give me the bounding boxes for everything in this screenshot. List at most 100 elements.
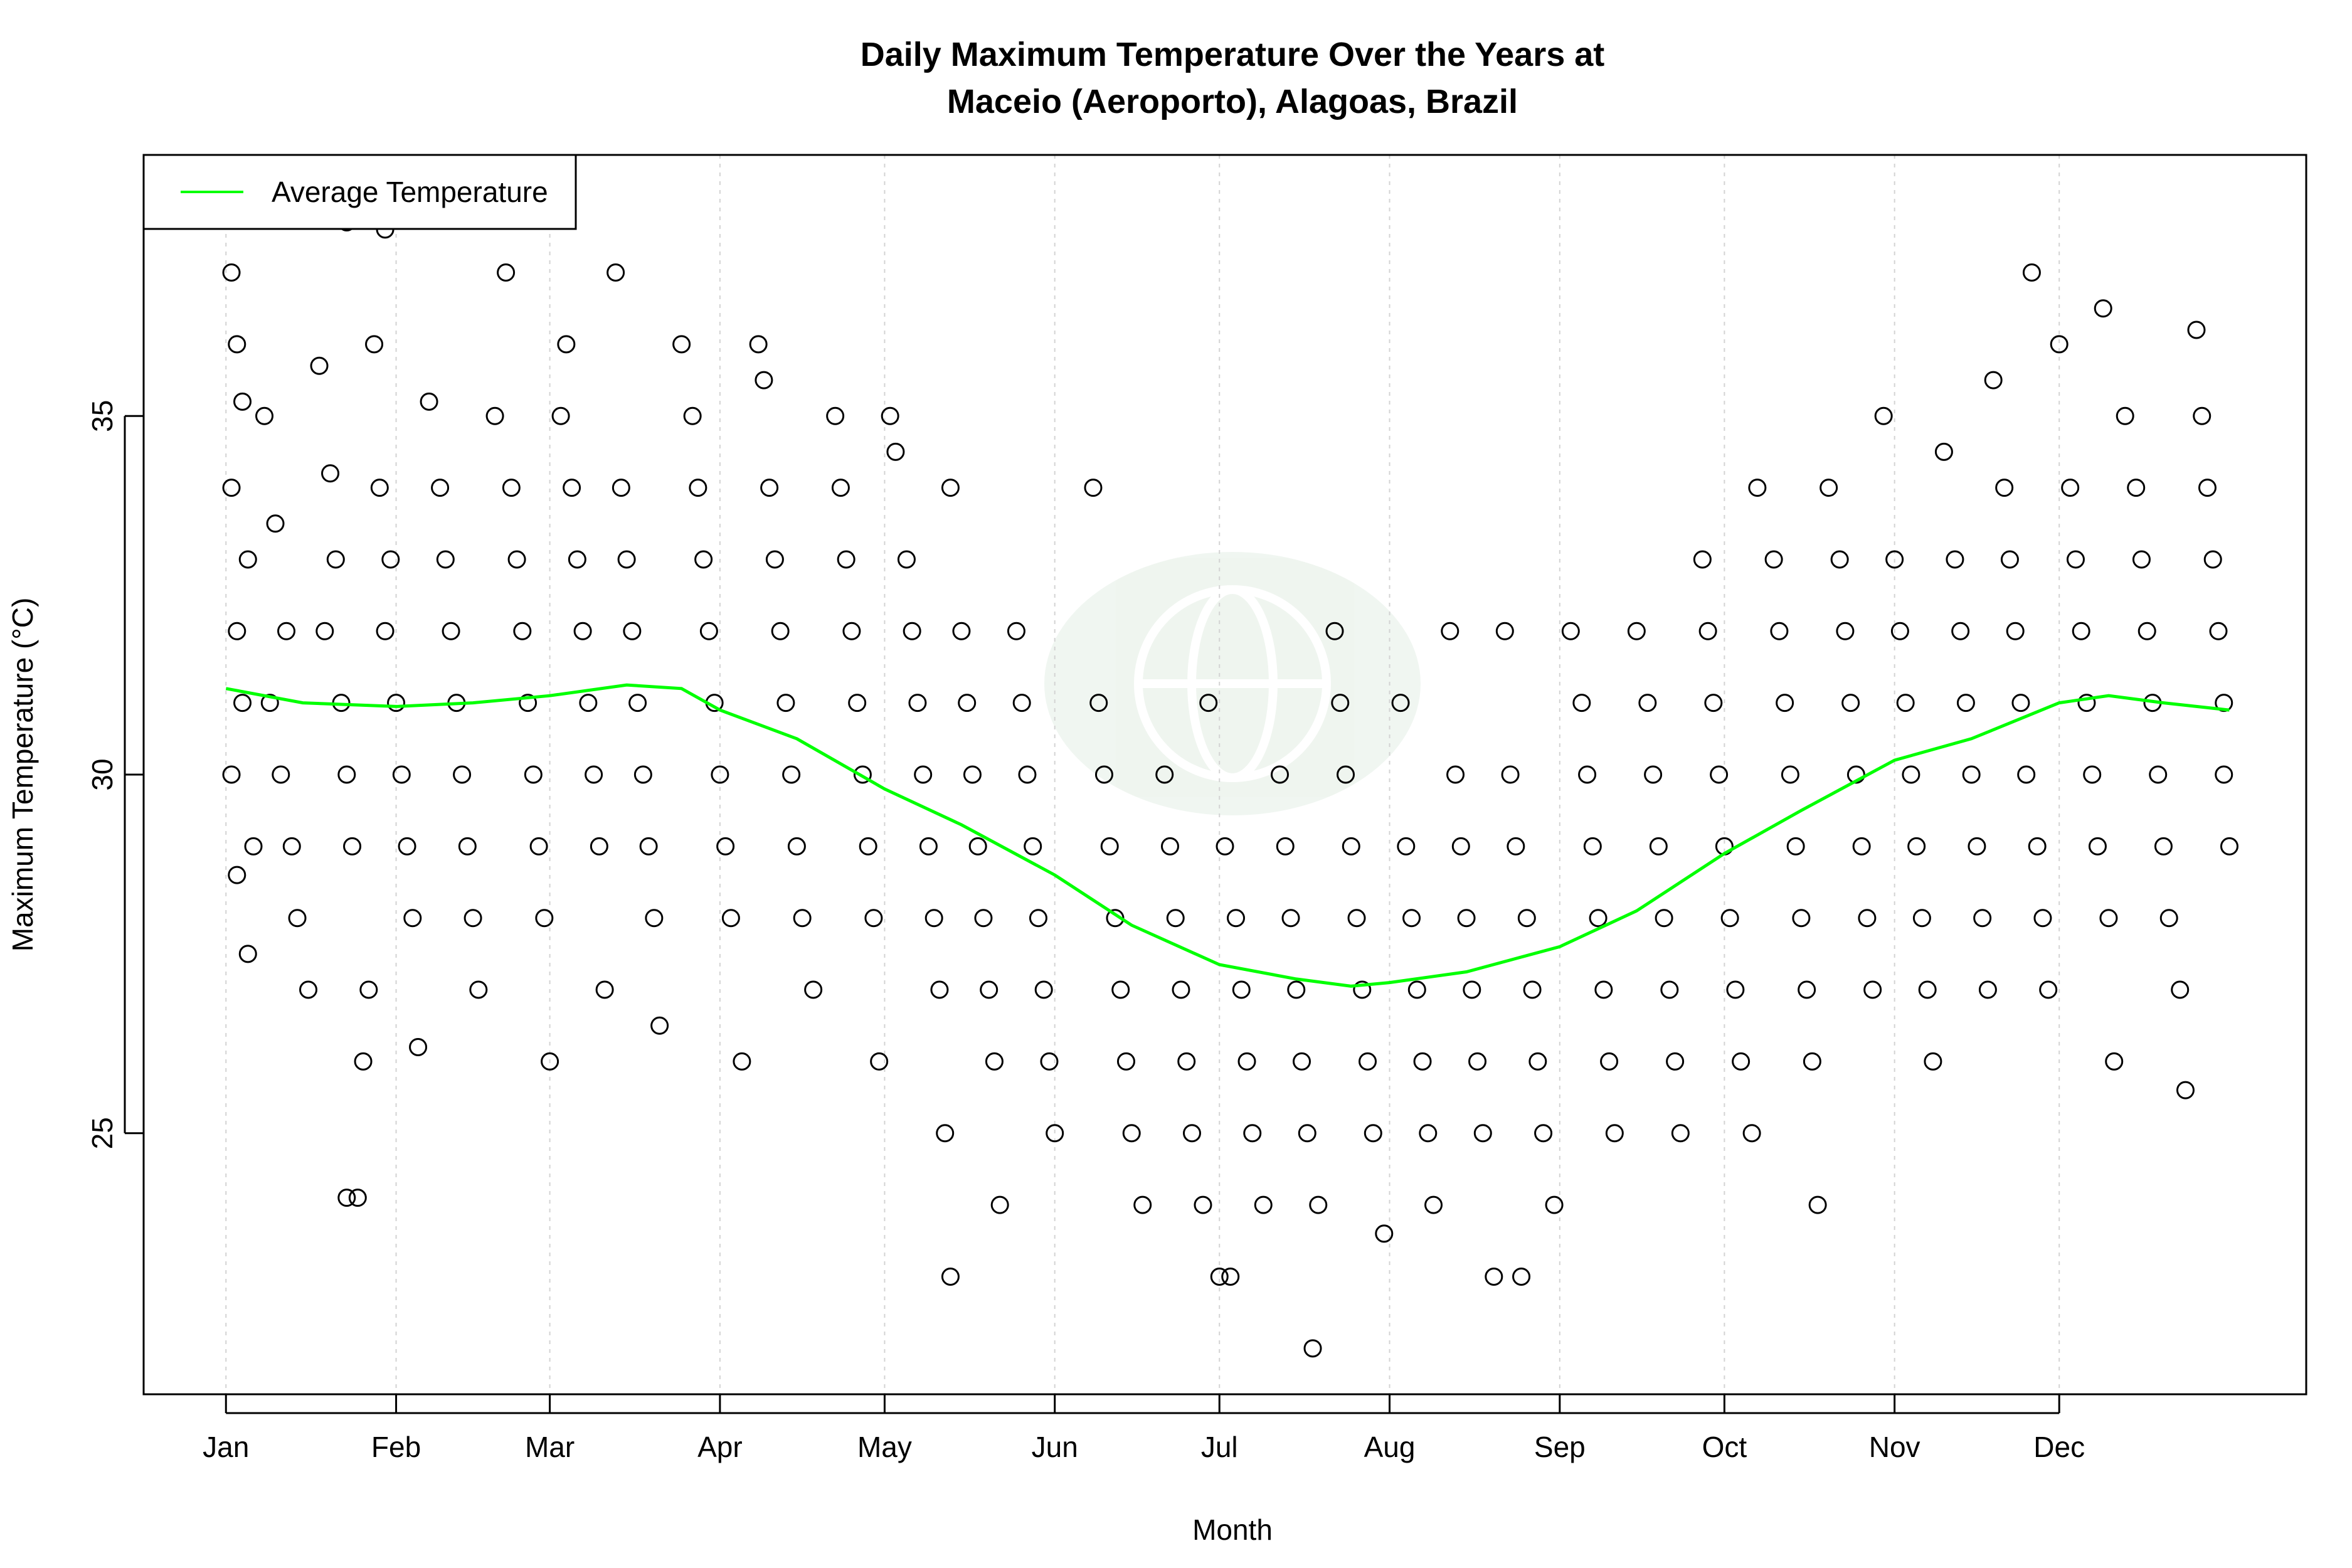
data-point <box>1704 694 1723 712</box>
data-point <box>2132 550 2151 569</box>
data-point <box>2149 765 2168 784</box>
data-point <box>1732 1052 1751 1071</box>
data-point <box>1018 765 1037 784</box>
data-point <box>1968 837 1986 856</box>
data-point <box>617 550 636 569</box>
data-point <box>1287 980 1306 999</box>
data-point <box>513 622 532 640</box>
data-point <box>354 1052 373 1071</box>
y-axis: 25 30 35 <box>86 400 144 1149</box>
data-point <box>1671 1124 1690 1143</box>
data-point <box>376 622 395 640</box>
data-point <box>1089 694 1108 712</box>
data-point <box>689 479 707 497</box>
data-point <box>2176 1081 2195 1099</box>
data-point <box>1995 479 2014 497</box>
data-point <box>1133 1195 1152 1214</box>
data-point <box>694 550 713 569</box>
data-point <box>326 550 345 569</box>
data-point <box>1660 980 1679 999</box>
data-point <box>721 909 740 928</box>
data-point <box>222 263 241 282</box>
data-point <box>403 909 422 928</box>
x-tick-label: Jan <box>203 1431 249 1463</box>
data-point <box>2099 909 2118 928</box>
data-point <box>2072 622 2090 640</box>
data-point <box>1046 1124 1064 1143</box>
data-point <box>502 479 521 497</box>
data-point <box>831 479 850 497</box>
data-point <box>1528 1052 1547 1071</box>
data-point <box>1397 837 1416 856</box>
legend-label: Average Temperature <box>272 176 548 208</box>
data-point <box>524 765 543 784</box>
data-point <box>458 837 477 856</box>
y-tick-label: 30 <box>86 758 119 790</box>
data-point <box>699 622 718 640</box>
data-point <box>1111 980 1130 999</box>
data-point <box>2159 909 2178 928</box>
data-point <box>985 1052 1004 1071</box>
data-point <box>1605 1124 1624 1143</box>
data-point <box>348 1189 367 1207</box>
data-point <box>639 837 658 856</box>
data-point <box>442 622 460 640</box>
data-point <box>387 694 406 712</box>
data-point <box>1962 765 1981 784</box>
x-tick-label: Feb <box>371 1431 421 1463</box>
data-point <box>1122 1124 1141 1143</box>
data-point <box>1517 909 1536 928</box>
data-point <box>579 694 598 712</box>
data-point <box>1973 909 1992 928</box>
data-point <box>1912 909 1931 928</box>
x-tick-label: May <box>857 1431 912 1463</box>
data-point <box>228 866 246 884</box>
data-point <box>222 479 241 497</box>
chart-title-line-2: Maceio (Aeroporto), Alagoas, Brazil <box>947 83 1518 120</box>
data-point <box>2094 299 2112 318</box>
data-point <box>760 479 779 497</box>
data-point <box>1776 694 1794 712</box>
data-point <box>563 479 581 497</box>
data-point <box>776 694 795 712</box>
data-point <box>848 694 867 712</box>
data-point <box>1863 980 1882 999</box>
data-point <box>469 980 488 999</box>
data-point <box>1545 1195 1564 1214</box>
data-point <box>1726 980 1745 999</box>
data-point <box>485 406 504 425</box>
data-point <box>222 765 241 784</box>
data-point <box>1583 837 1602 856</box>
data-point <box>2066 550 2085 569</box>
data-point <box>2006 622 2025 640</box>
data-point <box>2209 622 2228 640</box>
data-point <box>343 837 362 856</box>
x-tick-label: Aug <box>1364 1431 1416 1463</box>
data-point <box>1227 909 1246 928</box>
data-point <box>771 622 790 640</box>
data-point <box>420 392 438 411</box>
data-point <box>1243 1124 1262 1143</box>
data-point <box>2000 550 2019 569</box>
data-point <box>1293 1052 1311 1071</box>
data-point <box>370 479 389 497</box>
y-tick-label: 35 <box>86 400 119 432</box>
data-point <box>277 622 296 640</box>
data-point <box>2022 263 2041 282</box>
data-point <box>299 980 318 999</box>
data-point <box>1495 622 1514 640</box>
data-point <box>804 980 823 999</box>
data-point <box>1655 909 1673 928</box>
data-point <box>1742 1124 1761 1143</box>
data-point <box>1710 765 1729 784</box>
data-point <box>282 837 301 856</box>
data-point <box>1874 406 1893 425</box>
data-point <box>908 694 927 712</box>
data-point <box>381 550 400 569</box>
data-point <box>1331 694 1350 712</box>
data-point <box>1698 622 1717 640</box>
data-point <box>1468 1052 1487 1071</box>
x-tick-label: Jun <box>1032 1431 1078 1463</box>
data-point <box>1094 765 1113 784</box>
data-point <box>2127 479 2146 497</box>
